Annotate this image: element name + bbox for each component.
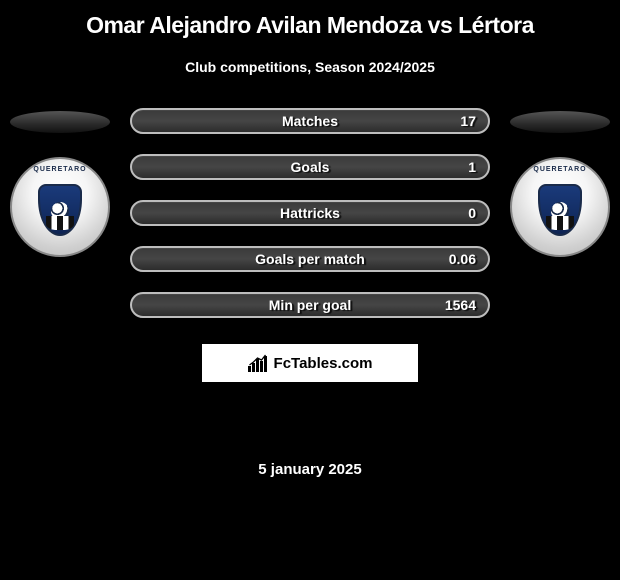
stats-list: Matches 17 Goals 1 Hattricks 0 Goals per… bbox=[120, 108, 500, 382]
page-subtitle: Club competitions, Season 2024/2025 bbox=[0, 43, 620, 93]
stat-value: 1564 bbox=[445, 297, 476, 313]
content-area: QUERETARO QUERETARO Matches bbox=[0, 93, 620, 443]
stat-row-matches: Matches 17 bbox=[130, 108, 490, 134]
comparison-card: Omar Alejandro Avilan Mendoza vs Lértora… bbox=[0, 0, 620, 580]
stat-label: Goals bbox=[291, 159, 330, 175]
stat-value: 0.06 bbox=[449, 251, 476, 267]
stat-label: Matches bbox=[282, 113, 338, 129]
page-title: Omar Alejandro Avilan Mendoza vs Lértora bbox=[0, 0, 620, 43]
player-column-right: QUERETARO bbox=[500, 111, 620, 257]
stat-label: Min per goal bbox=[269, 297, 351, 313]
club-crest-left bbox=[38, 184, 82, 236]
stat-label: Goals per match bbox=[255, 251, 365, 267]
stripes-icon bbox=[46, 216, 74, 230]
source-logo-text: FcTables.com bbox=[274, 355, 373, 372]
stat-value: 0 bbox=[468, 205, 476, 221]
source-logo: FcTables.com bbox=[202, 344, 418, 382]
date-label: 5 january 2025 bbox=[0, 443, 620, 478]
stat-row-min-per-goal: Min per goal 1564 bbox=[130, 292, 490, 318]
player-column-left: QUERETARO bbox=[0, 111, 120, 257]
stat-row-goals-per-match: Goals per match 0.06 bbox=[130, 246, 490, 272]
club-crest-right bbox=[538, 184, 582, 236]
stat-row-goals: Goals 1 bbox=[130, 154, 490, 180]
player-left-podium bbox=[10, 111, 110, 133]
bar-chart-icon bbox=[248, 354, 270, 372]
stat-label: Hattricks bbox=[280, 205, 340, 221]
club-badge-right-label: QUERETARO bbox=[533, 166, 586, 173]
stat-value: 17 bbox=[460, 113, 476, 129]
club-badge-left: QUERETARO bbox=[10, 157, 110, 257]
stat-row-hattricks: Hattricks 0 bbox=[130, 200, 490, 226]
stat-value: 1 bbox=[468, 159, 476, 175]
player-right-podium bbox=[510, 111, 610, 133]
stripes-icon bbox=[546, 216, 574, 230]
club-badge-left-label: QUERETARO bbox=[33, 166, 86, 173]
club-badge-right: QUERETARO bbox=[510, 157, 610, 257]
